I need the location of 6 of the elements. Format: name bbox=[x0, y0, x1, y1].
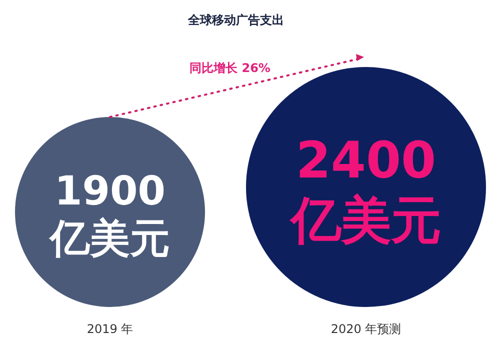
data-label: 2400 亿美元 bbox=[289, 130, 441, 250]
data-label: 1900 亿美元 bbox=[48, 168, 170, 262]
text: 全球移动广告支出 bbox=[187, 13, 284, 27]
text: 同比增长 26% bbox=[190, 61, 270, 75]
category-label: 2020 年预测 bbox=[330, 322, 402, 336]
category-label: 2019 年 bbox=[86, 322, 134, 336]
